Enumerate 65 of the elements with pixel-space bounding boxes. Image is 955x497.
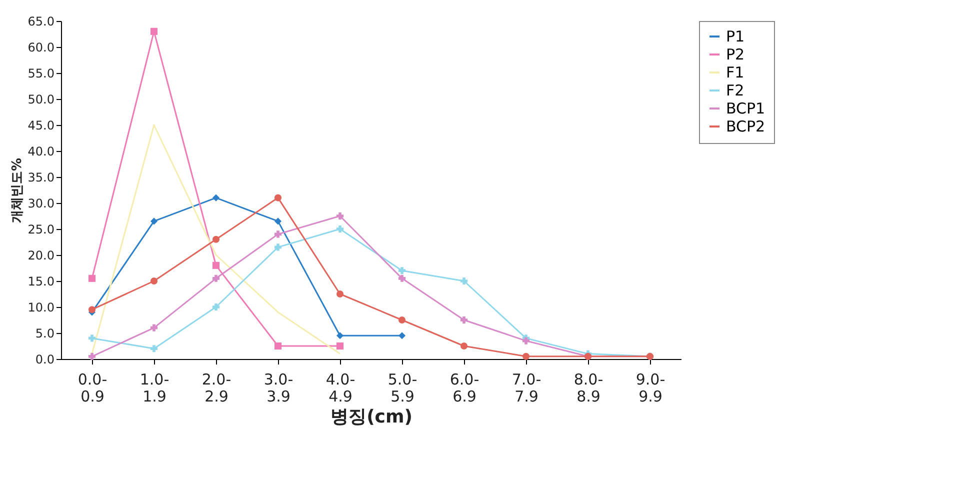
point xyxy=(88,352,96,360)
x-tick-label: 5.0- 5.9 xyxy=(388,370,418,406)
point xyxy=(336,225,344,233)
point xyxy=(398,332,406,340)
point xyxy=(88,334,96,342)
point xyxy=(212,303,220,311)
point xyxy=(150,28,158,35)
x-tick-label: 4.0- 4.9 xyxy=(326,370,356,406)
point xyxy=(212,194,220,202)
x-tick-label: 0.0- 0.9 xyxy=(78,370,108,406)
point xyxy=(336,342,344,350)
point xyxy=(274,230,282,238)
point xyxy=(274,194,282,202)
point xyxy=(336,212,344,220)
point xyxy=(212,274,220,282)
point xyxy=(336,290,344,298)
y-tick-label: 25.0 xyxy=(28,222,54,236)
y-tick-label: 35.0 xyxy=(28,170,54,184)
y-tick-label: 60.0 xyxy=(28,40,54,54)
legend-label: F1 xyxy=(726,64,744,82)
point xyxy=(150,277,158,285)
y-tick-label: 65.0 xyxy=(28,14,54,28)
y-tick-label: 15.0 xyxy=(28,274,54,288)
x-tick-label: 1.0- 1.9 xyxy=(140,370,170,406)
point xyxy=(398,267,406,274)
legend-label: BCP1 xyxy=(726,100,766,118)
point xyxy=(88,306,96,314)
y-tick-label: 10.0 xyxy=(28,300,54,314)
y-tick-label: 5.0 xyxy=(35,326,54,340)
point xyxy=(212,262,220,269)
y-tick-label: 50.0 xyxy=(28,92,54,106)
x-tick-label: 2.0- 2.9 xyxy=(202,370,232,406)
point xyxy=(460,342,468,350)
legend-label: P1 xyxy=(726,28,745,46)
point xyxy=(274,244,282,251)
x-axis-title: 병징(cm) xyxy=(330,406,412,428)
y-tick-label: 40.0 xyxy=(28,144,54,158)
legend-label: P2 xyxy=(726,46,745,64)
y-tick-label: 45.0 xyxy=(28,118,54,132)
point xyxy=(150,218,158,225)
x-tick-label: 3.0- 3.9 xyxy=(264,370,294,406)
y-tick-label: 30.0 xyxy=(28,196,54,210)
point xyxy=(460,277,468,285)
point xyxy=(88,274,96,282)
point xyxy=(336,332,344,340)
y-tick-label: 20.0 xyxy=(28,248,54,262)
point xyxy=(398,274,406,282)
legend-label: BCP2 xyxy=(726,118,766,136)
point xyxy=(522,352,530,360)
point xyxy=(150,324,158,332)
point xyxy=(398,316,406,324)
x-tick-label: 6.0- 6.9 xyxy=(450,370,480,406)
point xyxy=(460,316,468,324)
y-tick-label: 55.0 xyxy=(28,66,54,80)
point xyxy=(274,342,282,350)
legend-label: F2 xyxy=(726,82,744,100)
y-tick-label: 0.0 xyxy=(35,352,54,366)
y-axis-title: 개체빈도% xyxy=(10,158,25,224)
point xyxy=(150,345,158,352)
x-tick-label: 9.0- 9.9 xyxy=(636,370,666,406)
point xyxy=(522,337,530,344)
x-tick-label: 8.0- 8.9 xyxy=(574,370,604,406)
point xyxy=(212,236,220,243)
point xyxy=(274,218,282,225)
x-tick-label: 7.0- 7.9 xyxy=(512,370,542,406)
